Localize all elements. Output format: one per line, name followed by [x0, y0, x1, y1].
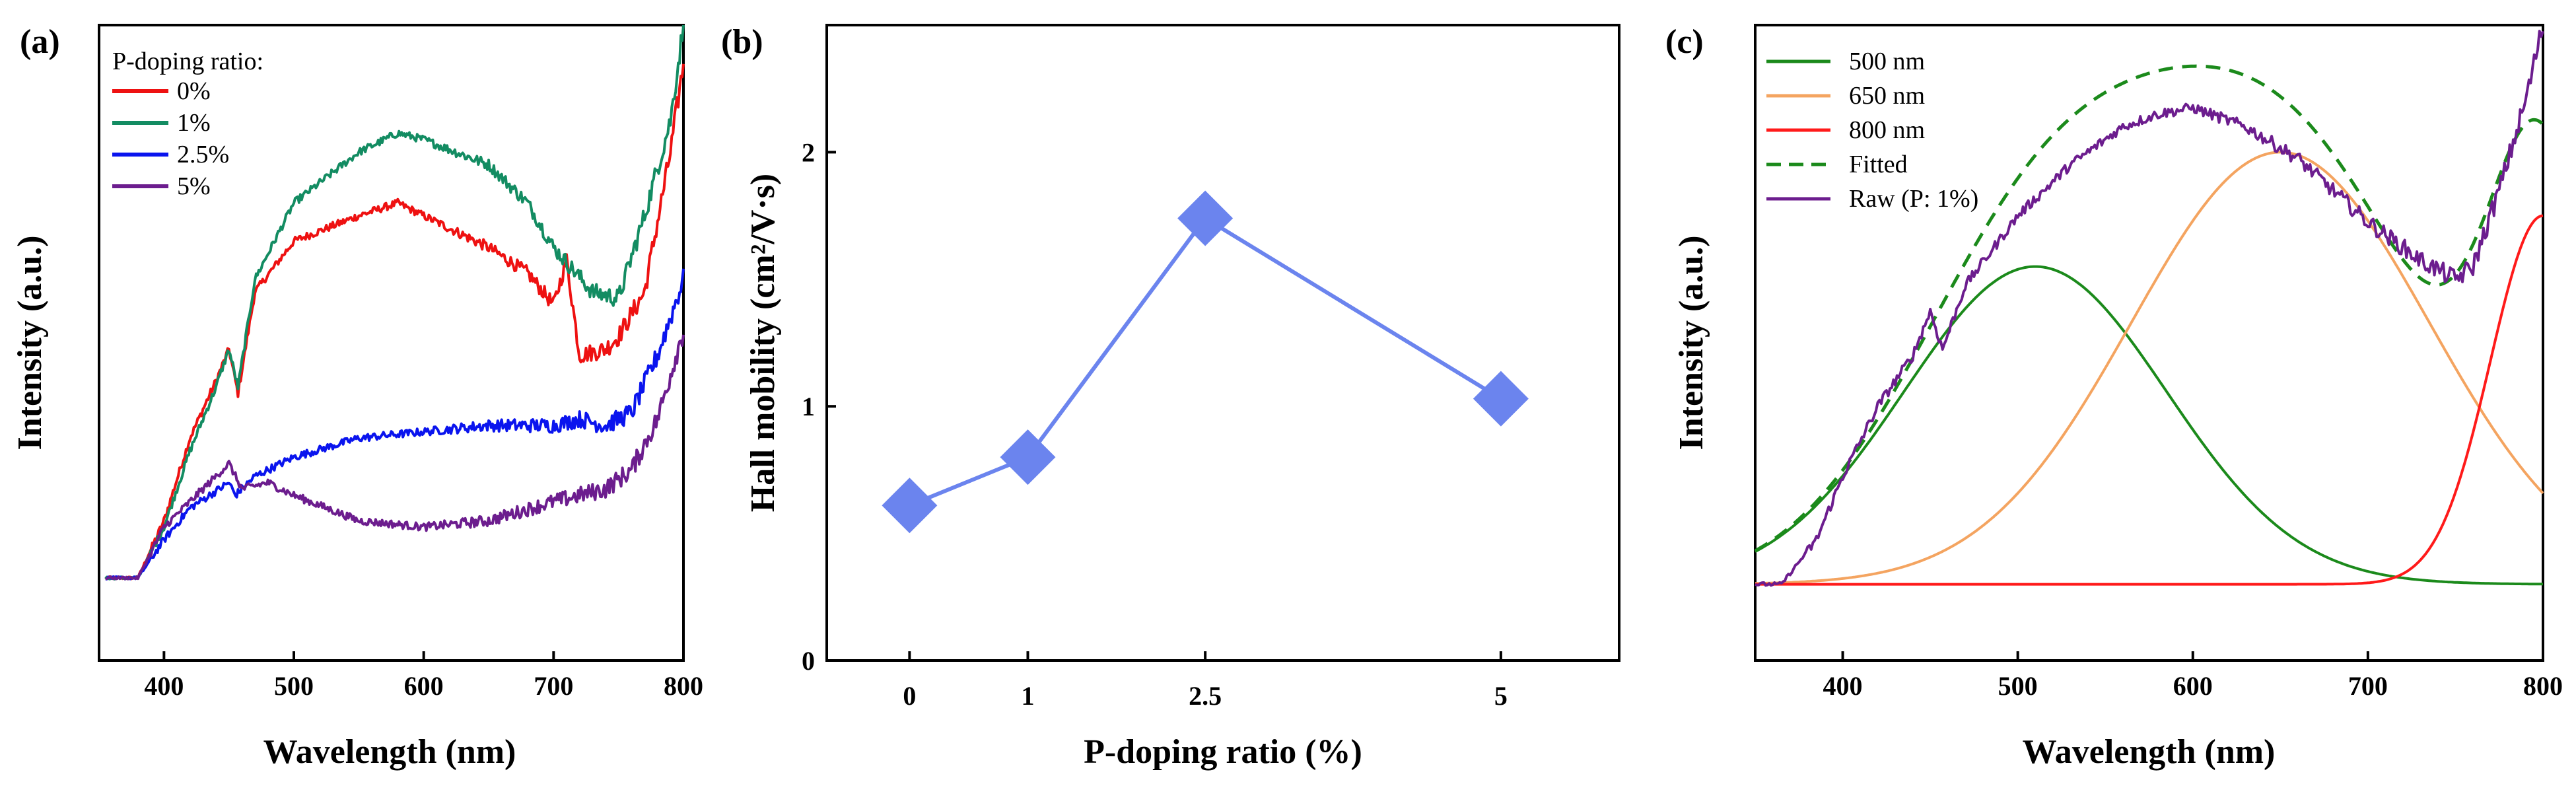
legend-label-a: 0% [177, 77, 211, 105]
panel-c: (c) 400 500 600 700 800 500 nm 650 nm 800 nm Fi… [1665, 23, 2563, 771]
legend-label-c: 800 nm [1849, 116, 1925, 144]
legend-label-c: Raw (P: 1%) [1849, 185, 1978, 213]
panel-label-a: (a) [20, 23, 60, 61]
x-tick-label-b: 5 [1494, 681, 1508, 711]
series-line-c [1755, 30, 2544, 587]
x-tick-label-b: 0 [903, 681, 916, 711]
series-group-c [1754, 30, 2544, 587]
panel-label-c: (c) [1665, 23, 1704, 61]
plot-frame-b [825, 24, 1620, 662]
x-tick-label-b: 2.5 [1189, 681, 1222, 711]
x-tick-label-b: 1 [1021, 681, 1034, 711]
y-tick-label-b: 0 [802, 646, 815, 676]
y-axis-title-c: Intensity (a.u.) [1673, 235, 1710, 450]
data-point-b [882, 478, 938, 534]
series-line-c [1755, 265, 2543, 586]
x-axis-title-c: Wavelength (nm) [2023, 733, 2276, 771]
y-tick-label-b: 1 [802, 392, 815, 421]
x-tick-label-c: 400 [1823, 671, 1863, 701]
legend-label-a: 5% [177, 172, 211, 200]
series-line-c [1755, 214, 2544, 586]
y-tick-label-b: 2 [802, 137, 815, 167]
y-axis-title-a: Intensity (a.u.) [11, 235, 49, 450]
x-tick-label-a: 800 [664, 671, 703, 701]
x-tick-label-a: 400 [144, 671, 184, 701]
x-tick-label-a: 700 [534, 671, 573, 701]
series-group-a [104, 24, 685, 581]
series-line-a [105, 268, 685, 581]
legend-label-c: Fitted [1849, 151, 1908, 178]
series-line-a [104, 63, 685, 581]
x-tick-label-a: 600 [404, 671, 444, 701]
legend-c: 500 nm 650 nm 800 nm Fitted Raw (P: 1%) [1766, 48, 1978, 213]
data-point-b [1177, 190, 1234, 246]
series-line-b [909, 215, 1502, 508]
series-group-b [882, 190, 1529, 534]
series-line-c [1755, 151, 2544, 585]
ticks-b: 0 1 2.5 5 0 1 2 [802, 137, 1508, 711]
y-axis-title-b-text: Hall mobility (cm²/V·s) [744, 174, 782, 512]
legend-title-a: P-doping ratio: [112, 48, 263, 75]
x-tick-label-c: 700 [2348, 671, 2388, 701]
x-axis-title-b: P-doping ratio (%) [1084, 733, 1362, 771]
legend-label-c: 500 nm [1849, 48, 1925, 75]
series-line-a [104, 24, 685, 581]
x-ticks-a: 400 500 600 700 800 [144, 651, 703, 701]
panel-a: (a) 400 500 600 700 800 P-doping ratio: 0% 1%… [11, 23, 703, 771]
legend-a: P-doping ratio: 0% 1% 2.5% 5% [112, 48, 263, 200]
x-ticks-c: 400 500 600 700 800 [1823, 651, 2563, 701]
data-point-b [1000, 429, 1056, 485]
series-line-c [1754, 64, 2544, 553]
x-tick-label-c: 600 [2173, 671, 2213, 701]
data-point-b [1473, 371, 1529, 427]
series-line-a [105, 334, 685, 581]
panel-label-b: (b) [721, 23, 763, 61]
panel-b: (b) 0 1 2.5 5 0 1 2 P-doping ratio (%) Hall mo… [721, 23, 1620, 771]
legend-label-c: 650 nm [1849, 82, 1925, 110]
x-tick-label-c: 500 [1998, 671, 2038, 701]
x-tick-label-c: 800 [2523, 671, 2563, 701]
x-tick-label-a: 500 [274, 671, 314, 701]
y-axis-title-b: Hall mobility (cm²/V·s) [744, 174, 782, 512]
legend-label-a: 2.5% [177, 141, 229, 168]
x-axis-title-a: Wavelength (nm) [263, 733, 516, 771]
legend-label-a: 1% [177, 109, 211, 137]
plot-frame-c [1754, 24, 2544, 662]
